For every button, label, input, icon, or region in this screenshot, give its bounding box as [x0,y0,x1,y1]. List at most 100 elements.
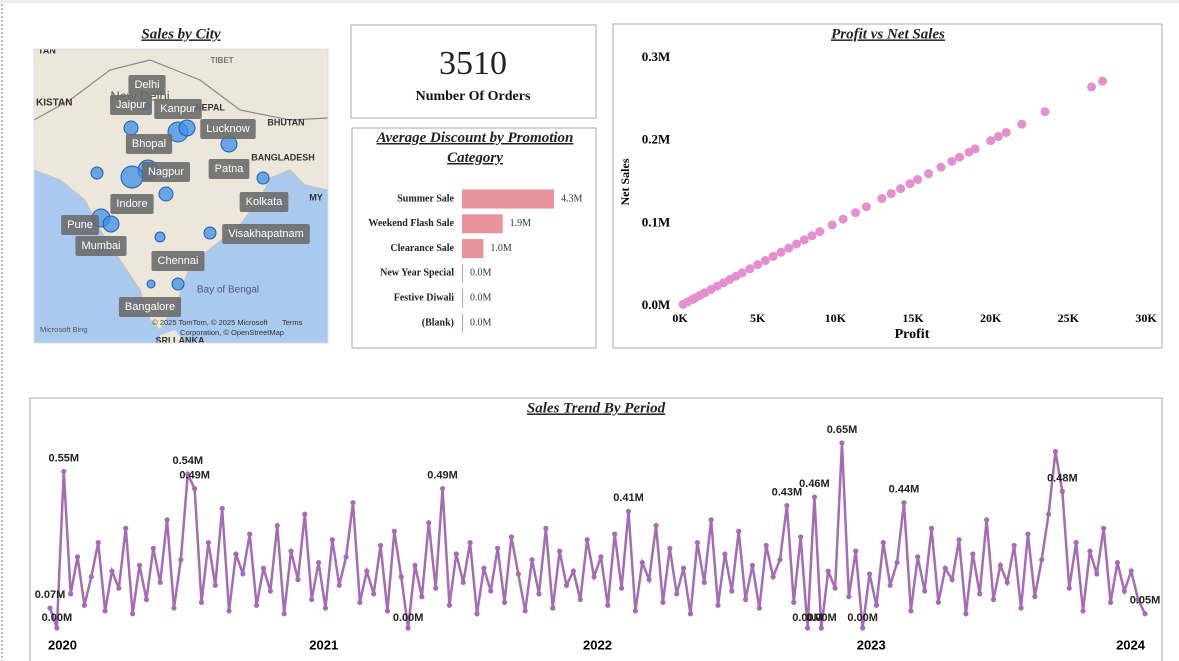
x-tick-label: 25K [1058,311,1080,325]
x-tick-label: 15K [902,311,924,325]
scatter-point [1040,107,1050,117]
line-point [853,548,859,554]
line-point [563,582,570,588]
top-bar [0,0,1179,3]
city-bubble [102,215,120,233]
line-point [784,503,790,509]
line-point [736,528,742,534]
x-tick-label: 2023 [857,637,886,652]
value-label: 0.49M [427,469,458,481]
category-label: Weekend Flash Sale [368,218,454,229]
line-point [68,591,74,597]
x-tick-label: 5K [750,311,766,325]
line-point [240,571,246,577]
scatter-point [838,214,848,224]
line-point [1052,448,1059,455]
line-point [1080,608,1086,614]
line-point [660,599,666,605]
city-label-box [61,215,99,235]
scatter-point [955,152,965,162]
scatter-point [851,208,861,218]
scatter-point [745,264,755,274]
value-label: 0.44M [889,484,920,496]
line-point [715,602,721,608]
city-label-box [141,162,191,182]
city-label: Mumbai [81,240,120,252]
scatter-point [1017,119,1027,129]
y-axis-label: Net Sales [618,158,632,205]
value-label: 0.48M [1047,472,1078,484]
card-value: 3510 [439,45,507,82]
line-point [88,574,94,580]
line-point [577,596,583,603]
chart-title: Profit vs Net Sales [831,26,945,42]
map-attribution: Terms [282,318,303,327]
line-point [1142,611,1148,617]
city-label-box [128,75,166,95]
line-point [295,577,301,583]
bar [462,189,554,209]
line-point [171,605,177,611]
line-point [1059,488,1065,494]
line-point [550,605,556,611]
line-point [309,596,315,603]
line-point [453,551,459,557]
line-point [185,471,191,477]
scatter-point [784,243,794,253]
line-point [1121,588,1127,594]
line-point [398,574,404,580]
line-point [956,537,962,543]
line-point [922,588,928,594]
line-point [130,611,136,617]
place-label: BANGLADESH [251,152,315,162]
x-tick-label: 2021 [309,637,338,652]
city-label-box [151,251,205,271]
line-point [908,608,914,614]
bar [462,288,463,308]
card [350,24,597,119]
category-label: Festive Diwali [394,292,454,303]
line-point [1114,559,1121,566]
line-point [109,568,115,574]
city-label-box [125,134,173,154]
city-bubble [154,231,166,243]
scatter-point [947,156,957,166]
line-point [343,554,349,560]
line-point [350,500,356,506]
line-point [405,625,411,631]
city-label: Patna [215,163,245,175]
line-point [515,571,521,577]
line-point [54,625,60,631]
line-point [763,542,769,549]
line-point [901,500,907,506]
line-point [742,596,749,603]
line-point [219,505,225,512]
line-point [102,608,108,614]
line-point [825,568,831,574]
map-frame [33,48,329,344]
city-label-box [118,297,182,317]
line-point [247,531,253,537]
line-point [1045,511,1052,517]
place-label: Bay of Bengal [197,285,259,296]
city-bubble [158,186,174,202]
line-point [474,611,480,617]
line-point [543,525,549,531]
x-tick-label: 30K [1135,311,1157,325]
line-point [61,468,67,475]
y-tick-label: 0.0M [642,297,671,312]
line-point [625,508,632,514]
line-point [674,591,680,597]
line-point [536,591,542,597]
line-point [977,591,983,597]
line-point [798,534,804,540]
line-point [701,579,707,586]
scatter-point [768,251,778,261]
line-point [116,585,122,591]
line-point [915,554,921,560]
line-point [1128,568,1134,574]
city-label-box [110,194,154,214]
line-point [281,611,287,617]
city-label: Kolkata [246,196,284,208]
